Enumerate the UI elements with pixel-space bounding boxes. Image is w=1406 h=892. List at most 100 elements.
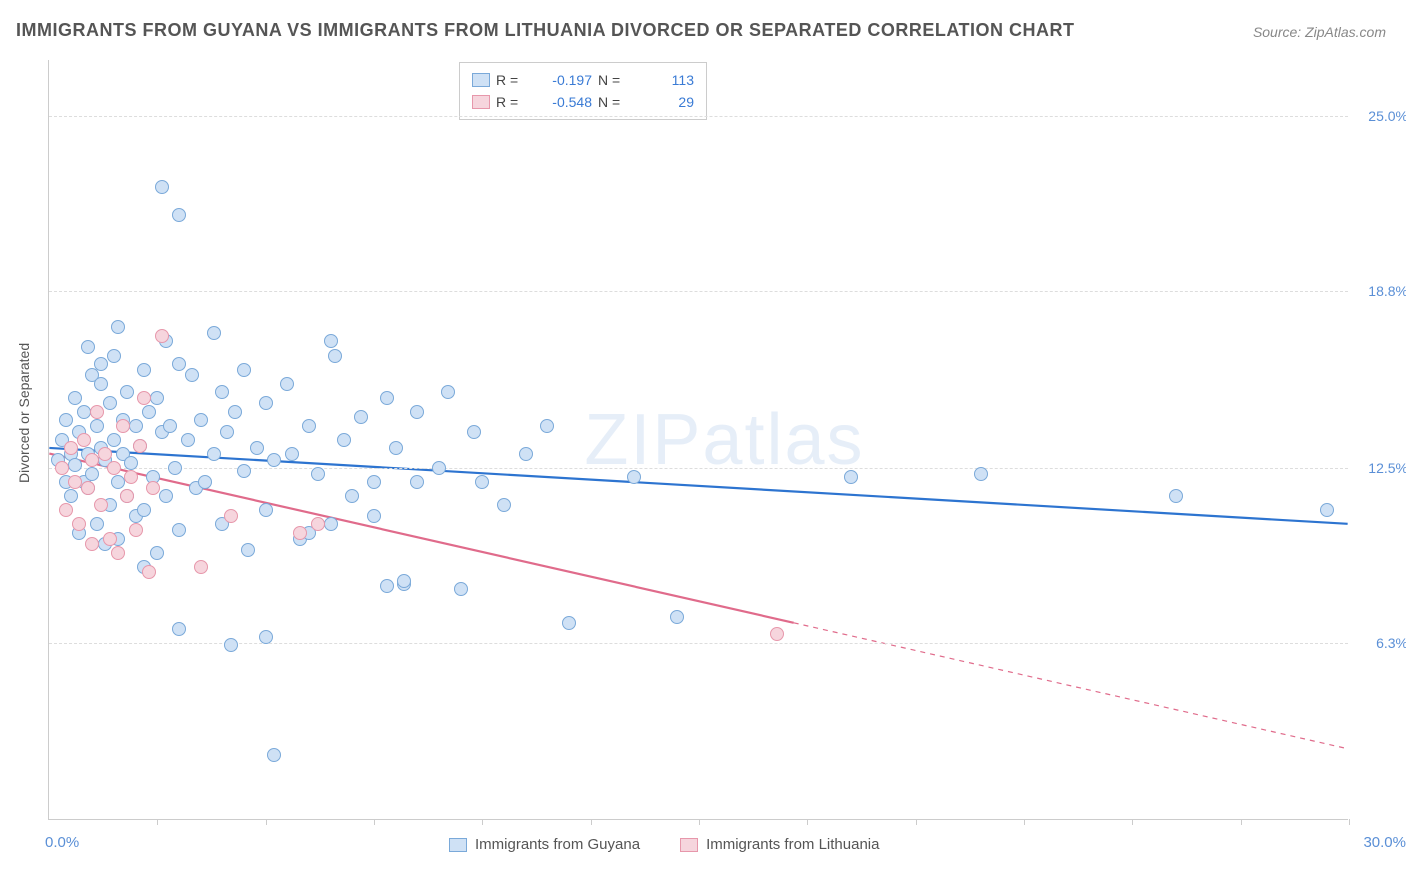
data-point-guyana [77,405,91,419]
correlation-legend: R = -0.197 N = 113 R = -0.548 N = 29 [459,62,707,120]
data-point-guyana [172,208,186,222]
data-point-guyana [324,517,338,531]
data-point-guyana [59,413,73,427]
data-point-guyana [90,517,104,531]
x-tick [1241,819,1242,825]
data-point-lithuania [98,447,112,461]
n-value-lithuania: 29 [634,94,694,110]
y-tick-label: 6.3% [1353,635,1406,651]
data-point-guyana [844,470,858,484]
x-tick [699,819,700,825]
data-point-lithuania [194,560,208,574]
legend-label-guyana: Immigrants from Guyana [475,836,640,853]
data-point-lithuania [107,461,121,475]
data-point-guyana [367,509,381,523]
data-point-guyana [155,180,169,194]
data-point-lithuania [146,481,160,495]
data-point-guyana [497,498,511,512]
data-point-guyana [267,748,281,762]
data-point-guyana [120,385,134,399]
data-point-guyana [328,349,342,363]
swatch-lithuania-icon [680,838,698,852]
r-label: R = [496,72,526,88]
legend-row-guyana: R = -0.197 N = 113 [472,69,694,91]
data-point-guyana [68,391,82,405]
data-point-lithuania [77,433,91,447]
data-point-guyana [237,464,251,478]
data-point-guyana [432,461,446,475]
data-point-guyana [237,363,251,377]
y-tick-label: 25.0% [1353,108,1406,124]
data-point-guyana [142,405,156,419]
x-tick [1024,819,1025,825]
x-tick [1132,819,1133,825]
data-point-guyana [150,546,164,560]
data-point-guyana [137,503,151,517]
data-point-guyana [111,475,125,489]
x-tick [157,819,158,825]
data-point-guyana [198,475,212,489]
data-point-guyana [150,391,164,405]
data-point-guyana [540,419,554,433]
data-point-lithuania [293,526,307,540]
legend-item-lithuania: Immigrants from Lithuania [680,836,879,853]
n-label: N = [598,94,628,110]
data-point-guyana [94,357,108,371]
data-point-lithuania [124,470,138,484]
data-point-guyana [324,334,338,348]
data-point-lithuania [116,419,130,433]
data-point-lithuania [770,627,784,641]
data-point-guyana [159,489,173,503]
series-legend: Immigrants from Guyana Immigrants from L… [449,836,879,853]
data-point-guyana [207,447,221,461]
x-tick [374,819,375,825]
data-point-guyana [285,447,299,461]
data-point-lithuania [103,532,117,546]
data-point-guyana [267,453,281,467]
r-label: R = [496,94,526,110]
data-point-guyana [107,433,121,447]
data-point-guyana [1169,489,1183,503]
data-point-guyana [250,441,264,455]
data-point-lithuania [311,517,325,531]
data-point-guyana [1320,503,1334,517]
data-point-guyana [311,467,325,481]
data-point-guyana [454,582,468,596]
data-point-guyana [85,467,99,481]
data-point-guyana [228,405,242,419]
data-point-guyana [241,543,255,557]
data-point-guyana [224,638,238,652]
data-point-lithuania [55,461,69,475]
data-point-guyana [220,425,234,439]
gridline [49,643,1348,644]
data-point-lithuania [224,509,238,523]
y-tick-label: 12.5% [1353,460,1406,476]
data-point-guyana [302,419,316,433]
data-point-guyana [172,622,186,636]
data-point-lithuania [85,537,99,551]
chart-container: IMMIGRANTS FROM GUYANA VS IMMIGRANTS FRO… [0,0,1406,892]
data-point-guyana [467,425,481,439]
legend-label-lithuania: Immigrants from Lithuania [706,836,879,853]
data-point-guyana [68,458,82,472]
trendline-guyana [49,448,1347,524]
source-name: ZipAtlas.com [1305,24,1386,40]
data-point-guyana [163,419,177,433]
data-point-lithuania [120,489,134,503]
data-point-lithuania [81,481,95,495]
gridline [49,291,1348,292]
x-axis-max-label: 30.0% [1363,834,1406,851]
data-point-guyana [519,447,533,461]
data-point-guyana [974,467,988,481]
source-label: Source: [1253,24,1301,40]
x-tick [591,819,592,825]
y-axis-label: Divorced or Separated [16,343,32,483]
data-point-guyana [194,413,208,427]
x-tick [266,819,267,825]
trend-lines-layer [49,60,1348,819]
data-point-lithuania [85,453,99,467]
data-point-guyana [259,630,273,644]
r-value-guyana: -0.197 [532,72,592,88]
data-point-lithuania [142,565,156,579]
swatch-lithuania [472,95,490,109]
